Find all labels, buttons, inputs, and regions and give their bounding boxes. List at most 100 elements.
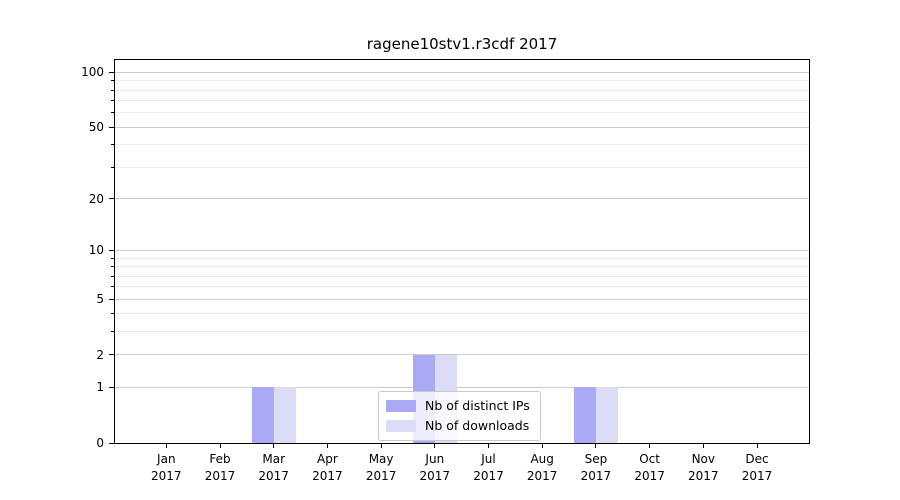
x-tick-jul xyxy=(488,444,489,448)
y-minor-tick-90 xyxy=(111,80,114,82)
y-tick-label-5: 5 xyxy=(96,292,104,307)
y-tick-label-50: 50 xyxy=(88,120,104,135)
x-label-month-mar: Mar xyxy=(262,452,285,466)
x-label-year-jan: 2017 xyxy=(151,469,182,483)
x-label-month-nov: Nov xyxy=(691,452,715,466)
gridline-minor-7 xyxy=(115,275,809,277)
x-tick-label-dec: Dec 2017 xyxy=(725,451,789,485)
x-tick-label-sep: Sep 2017 xyxy=(564,451,628,485)
y-minor-tick-8 xyxy=(111,266,114,268)
y-minor-tick-3 xyxy=(111,331,114,333)
gridline-major-20 xyxy=(115,198,809,200)
y-minor-tick-9 xyxy=(111,257,114,259)
gridline-major-10 xyxy=(115,249,809,251)
gridline-minor-4 xyxy=(115,313,809,315)
x-tick-label-apr: Apr 2017 xyxy=(295,451,359,485)
x-tick-may xyxy=(380,444,382,448)
x-label-year-jul: 2017 xyxy=(473,469,504,483)
y-tick-20 xyxy=(109,198,114,200)
bar-distinct-ips-sep xyxy=(573,387,596,443)
x-tick-jun xyxy=(434,444,436,448)
legend-label-distinct-ips: Nb of distinct IPs xyxy=(425,398,530,413)
gridline-major-100 xyxy=(115,71,809,73)
y-tick-label-10: 10 xyxy=(88,243,104,258)
x-label-year-jun: 2017 xyxy=(419,469,451,483)
y-minor-tick-7 xyxy=(111,275,114,277)
gridline-major-2 xyxy=(115,354,809,356)
gridline-major-5 xyxy=(115,298,809,300)
x-label-year-nov: 2017 xyxy=(688,469,719,483)
x-tick-label-may: May 2017 xyxy=(349,451,413,485)
chart-title: ragene10stv1.r3cdf 2017 xyxy=(366,35,558,53)
x-label-month-jun: Jun xyxy=(425,452,445,466)
x-tick-label-jul: Jul 2017 xyxy=(457,451,521,485)
gridline-minor-3 xyxy=(115,331,809,333)
x-label-year-sep: 2017 xyxy=(580,469,612,483)
legend-swatch-downloads xyxy=(386,420,416,432)
x-tick-label-jun: Jun 2017 xyxy=(403,451,467,485)
x-label-month-dec: Dec xyxy=(745,452,769,466)
bar-distinct-ips-mar xyxy=(251,387,274,443)
x-label-month-jan: Jan xyxy=(157,452,176,466)
legend: Nb of distinct IPs Nb of downloads xyxy=(378,391,541,441)
x-label-year-mar: 2017 xyxy=(258,469,289,483)
gridline-minor-8 xyxy=(115,266,809,268)
gridline-minor-40 xyxy=(115,144,809,146)
gridline-minor-80 xyxy=(115,89,809,91)
y-minor-tick-4 xyxy=(111,313,114,315)
x-tick-sep xyxy=(595,444,597,448)
y-tick-10 xyxy=(109,249,114,251)
x-label-month-feb: Feb xyxy=(209,452,231,466)
y-minor-tick-70 xyxy=(111,100,114,102)
bar-downloads-mar xyxy=(273,387,296,443)
x-label-month-sep: Sep xyxy=(584,452,608,466)
x-label-year-aug: 2017 xyxy=(526,469,558,483)
y-tick-5 xyxy=(109,298,114,300)
x-tick-label-aug: Aug 2017 xyxy=(510,451,574,485)
y-tick-label-2: 2 xyxy=(96,347,104,362)
x-tick-apr xyxy=(326,444,328,448)
gridline-minor-70 xyxy=(115,100,809,102)
x-tick-label-mar: Mar 2017 xyxy=(242,451,306,485)
x-tick-jan xyxy=(165,444,167,448)
y-minor-tick-80 xyxy=(111,89,114,91)
plot-area xyxy=(114,59,810,444)
gridline-minor-9 xyxy=(115,257,809,259)
x-label-year-feb: 2017 xyxy=(204,469,236,483)
bar-downloads-sep xyxy=(595,387,618,443)
x-tick-label-oct: Oct 2017 xyxy=(618,451,682,485)
y-minor-tick-40 xyxy=(111,144,114,146)
y-minor-tick-30 xyxy=(111,166,114,168)
y-minor-tick-60 xyxy=(111,112,114,114)
x-tick-aug xyxy=(541,444,543,448)
legend-label-downloads: Nb of downloads xyxy=(425,418,530,433)
gridline-major-50 xyxy=(115,126,809,128)
x-label-month-jul: Jul xyxy=(481,452,496,466)
x-tick-label-jan: Jan 2017 xyxy=(134,451,198,485)
y-tick-0 xyxy=(109,442,114,444)
x-tick-label-nov: Nov 2017 xyxy=(671,451,735,485)
y-tick-100 xyxy=(109,71,114,73)
legend-item-distinct-ips: Nb of distinct IPs xyxy=(386,398,530,414)
legend-swatch-distinct-ips xyxy=(386,400,416,412)
gridline-minor-90 xyxy=(115,80,809,82)
x-label-year-may: 2017 xyxy=(365,469,397,483)
gridline-minor-60 xyxy=(115,112,809,114)
x-label-month-oct: Oct xyxy=(639,452,660,466)
x-label-year-oct: 2017 xyxy=(634,469,665,483)
x-label-year-apr: 2017 xyxy=(312,469,343,483)
gridline-major-1 xyxy=(115,386,809,388)
x-tick-oct xyxy=(649,444,651,448)
x-tick-feb xyxy=(219,444,221,448)
legend-item-downloads: Nb of downloads xyxy=(386,418,530,434)
gridline-minor-30 xyxy=(115,166,809,168)
gridline-minor-6 xyxy=(115,286,809,288)
y-minor-tick-6 xyxy=(111,286,114,288)
y-tick-50 xyxy=(109,126,114,128)
y-tick-label-20: 20 xyxy=(88,191,104,206)
x-label-month-aug: Aug xyxy=(530,452,554,466)
y-tick-label-1: 1 xyxy=(96,380,104,395)
y-tick-2 xyxy=(109,354,114,356)
y-tick-label-100: 100 xyxy=(81,65,104,80)
